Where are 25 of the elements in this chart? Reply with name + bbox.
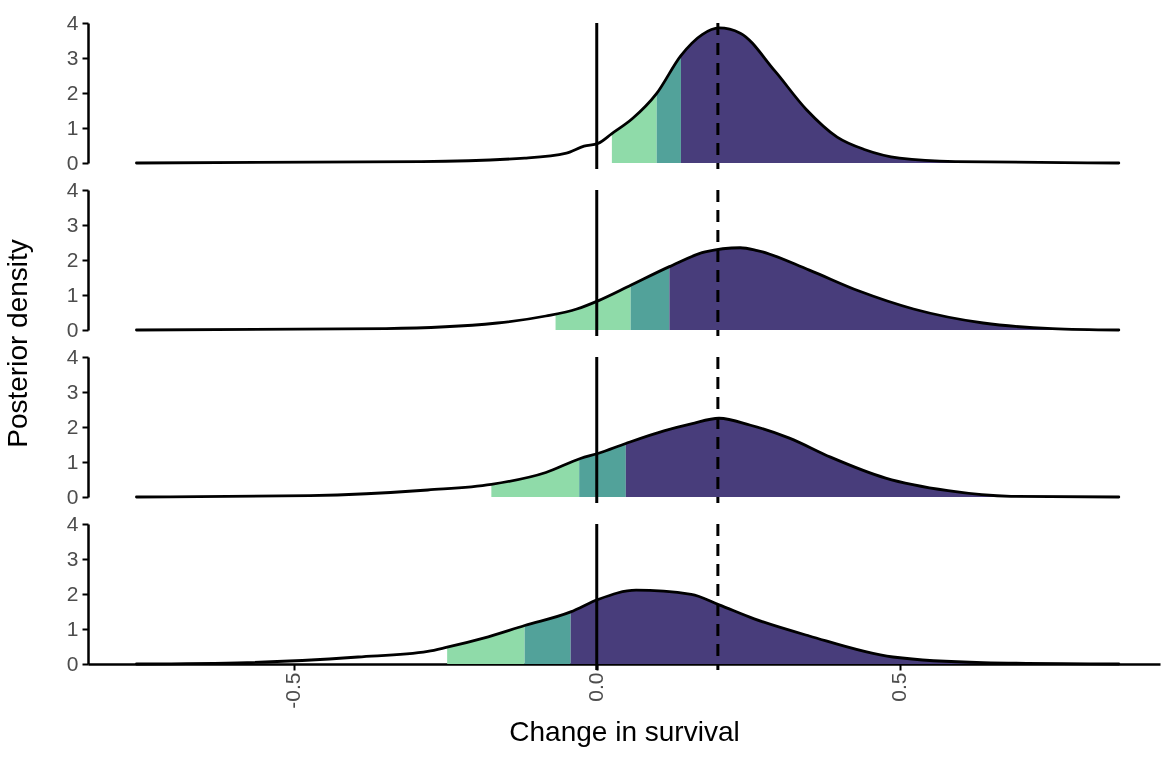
y-tick-label: 2 [66, 414, 79, 438]
y-tick-label: 1 [66, 616, 79, 640]
y-tick-label: 3 [66, 546, 79, 570]
y-tick-label: 4 [66, 10, 79, 34]
x-tick-label: -0.5 [281, 672, 305, 709]
y-tick-label: 4 [66, 344, 79, 368]
y-tick-label: 3 [66, 212, 79, 236]
y-tick-label: 3 [66, 379, 79, 403]
y-axis-title: Posterior density [2, 239, 33, 448]
y-tick-label: 4 [66, 511, 79, 535]
y-tick-label: 1 [66, 282, 79, 306]
y-tick-label: 0 [66, 317, 79, 341]
y-tick-label: 0 [66, 150, 79, 174]
y-tick-label: 0 [66, 484, 79, 508]
y-tick-label: 0 [66, 651, 79, 675]
x-tick-label: 0.0 [584, 672, 608, 702]
y-tick-label: 3 [66, 45, 79, 69]
y-tick-label: 4 [66, 177, 79, 201]
x-axis-title: Change in survival [509, 715, 740, 747]
y-tick-label: 2 [66, 581, 79, 605]
x-tick-label: 0.5 [887, 672, 911, 702]
y-tick-label: 1 [66, 449, 79, 473]
y-tick-label: 2 [66, 80, 79, 104]
y-tick-label: 2 [66, 247, 79, 271]
y-tick-label: 1 [66, 115, 79, 139]
